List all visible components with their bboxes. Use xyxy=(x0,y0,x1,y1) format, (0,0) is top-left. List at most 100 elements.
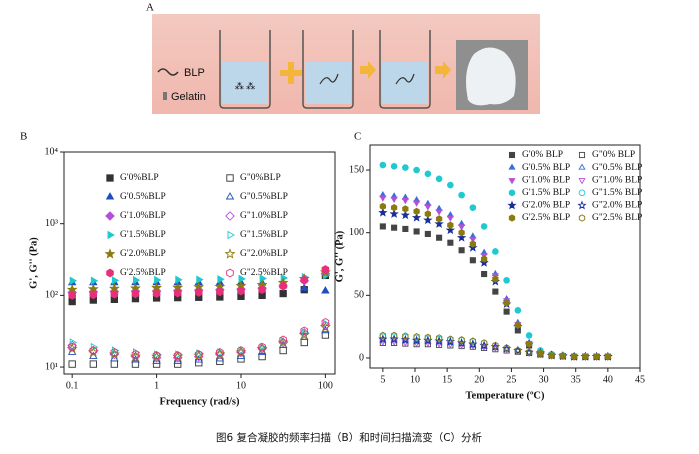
marker xyxy=(90,276,99,285)
marker xyxy=(173,288,182,298)
marker xyxy=(413,207,420,216)
marker xyxy=(194,350,203,359)
marker xyxy=(111,276,120,285)
marker xyxy=(279,289,287,298)
y-tick-label: 10⁴ xyxy=(45,146,59,157)
plot-frame xyxy=(369,144,641,369)
marker xyxy=(424,230,431,237)
svg-text:⁂ ⁂: ⁂ ⁂ xyxy=(235,81,255,91)
y-axis-label: G', G'' (Pa) xyxy=(334,230,345,282)
marker xyxy=(68,291,76,300)
marker xyxy=(258,285,266,295)
marker xyxy=(447,239,454,246)
blp-icon xyxy=(157,68,179,76)
marker xyxy=(458,247,465,254)
marker xyxy=(175,275,183,285)
marker xyxy=(110,360,119,368)
gel xyxy=(466,47,516,106)
marker xyxy=(258,342,266,352)
legend-label: G"1.0%BLP xyxy=(240,211,288,221)
marker xyxy=(435,209,443,216)
marker xyxy=(469,236,477,244)
x-axis-label: Frequency (rad/s) xyxy=(159,396,240,407)
panel-label: B xyxy=(20,131,27,143)
marker xyxy=(174,360,182,368)
marker xyxy=(525,340,533,348)
marker xyxy=(525,348,533,356)
series xyxy=(379,331,612,361)
panel-a: A BLP Gelatin ⁂ ⁂ xyxy=(146,2,540,114)
legend-label: G'0.5%BLP xyxy=(120,192,166,202)
legend-marker xyxy=(577,200,587,210)
x-tick-label: 10 xyxy=(410,374,420,385)
marker xyxy=(424,170,432,178)
marker xyxy=(390,204,398,212)
legend-label: G"2.0%BLP xyxy=(240,249,288,259)
marker xyxy=(217,274,225,284)
legend-marker xyxy=(226,268,234,278)
marker xyxy=(195,359,203,367)
legend-label: G'2.5% BLP xyxy=(522,213,570,223)
legend-marker xyxy=(106,268,114,278)
marker xyxy=(492,275,499,283)
x-tick-label: 100 xyxy=(318,380,333,391)
marker xyxy=(469,204,477,211)
legend-label: G'2.5%BLP xyxy=(120,268,166,278)
marker xyxy=(402,225,409,232)
legend-label: G"2.0% BLP xyxy=(592,201,642,211)
marker xyxy=(69,276,78,285)
marker xyxy=(379,339,387,346)
marker xyxy=(456,232,467,242)
marker xyxy=(321,318,330,327)
marker xyxy=(424,204,432,211)
marker xyxy=(435,215,443,223)
legend-marker xyxy=(225,211,235,221)
marker xyxy=(321,331,330,339)
y-tick-label: 100 xyxy=(349,227,364,238)
marker xyxy=(480,223,488,230)
marker xyxy=(68,360,76,368)
series xyxy=(68,318,330,360)
x-tick-label: 0.1 xyxy=(66,380,79,391)
panel-label: A xyxy=(146,2,154,14)
marker xyxy=(259,274,268,283)
x-tick-label: 15 xyxy=(442,374,452,385)
legend-marker xyxy=(507,200,517,210)
marker xyxy=(194,288,203,297)
legend-gelatin: Gelatin xyxy=(171,91,206,103)
legend-label: G"0%BLP xyxy=(240,173,281,183)
legend-marker xyxy=(578,178,586,185)
marker xyxy=(378,334,388,344)
marker xyxy=(321,286,330,294)
marker xyxy=(480,255,488,263)
marker xyxy=(154,275,162,285)
legend-blp: BLP xyxy=(184,67,205,79)
legend-marker xyxy=(104,248,116,259)
marker xyxy=(424,210,432,218)
marker xyxy=(390,331,398,340)
marker xyxy=(413,340,421,348)
beaker-3 xyxy=(379,30,431,109)
marker xyxy=(401,340,409,347)
series xyxy=(68,265,330,300)
marker xyxy=(424,333,432,341)
y-tick-label: 0 xyxy=(359,352,364,363)
marker xyxy=(514,321,522,330)
marker xyxy=(89,360,97,368)
plot-frame xyxy=(63,151,336,375)
marker xyxy=(593,353,600,361)
x-axis-label: Temperature (ºC) xyxy=(466,390,545,401)
marker xyxy=(492,341,499,350)
x-tick-label: 25 xyxy=(506,374,516,385)
gelatin-icon xyxy=(163,92,167,100)
marker xyxy=(131,350,140,359)
marker xyxy=(525,332,533,339)
legend-label: G'1.0% BLP xyxy=(522,175,570,185)
legend-label: G"2.5% BLP xyxy=(592,213,642,223)
marker xyxy=(514,307,522,314)
marker xyxy=(300,326,309,336)
marker xyxy=(216,348,224,357)
legend-label: G"0.5% BLP xyxy=(592,163,642,173)
marker xyxy=(537,350,544,358)
